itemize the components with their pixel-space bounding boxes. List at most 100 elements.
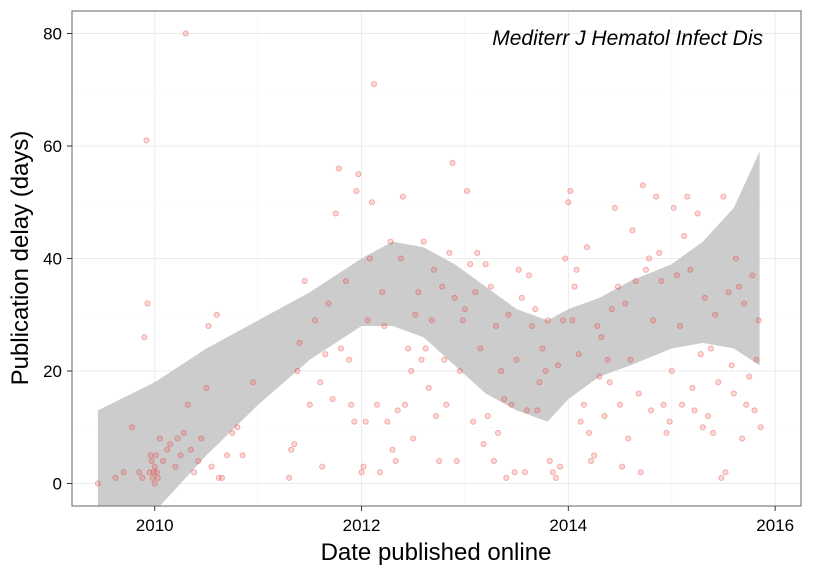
y-tick-label: 0 <box>53 475 62 494</box>
data-point <box>368 199 375 206</box>
data-point <box>569 317 576 324</box>
y-tick-label: 20 <box>43 362 62 381</box>
data-point <box>151 463 158 470</box>
data-point <box>501 396 508 403</box>
data-point <box>234 424 241 431</box>
data-point <box>557 463 564 470</box>
data-point <box>562 255 569 262</box>
data-point <box>467 261 474 268</box>
data-point <box>148 457 155 464</box>
data-point <box>477 345 484 352</box>
data-point <box>208 463 215 470</box>
data-point <box>120 469 127 476</box>
data-point <box>149 474 156 481</box>
data-point <box>154 474 161 481</box>
data-point <box>329 396 336 403</box>
data-point <box>532 306 539 313</box>
data-point <box>580 401 587 408</box>
data-point <box>615 283 622 290</box>
data-point <box>410 435 417 442</box>
x-tick-label: 2012 <box>343 516 381 535</box>
data-point <box>482 261 489 268</box>
data-point <box>370 81 377 88</box>
data-point <box>606 379 613 386</box>
data-point <box>739 435 746 442</box>
data-point <box>205 322 212 329</box>
data-point <box>172 463 179 470</box>
data-point <box>389 446 396 453</box>
data-point <box>736 283 743 290</box>
data-point <box>725 289 732 296</box>
data-point <box>322 351 329 358</box>
data-point <box>694 210 701 217</box>
data-point <box>670 204 677 211</box>
data-point <box>348 401 355 408</box>
data-point <box>182 30 189 37</box>
data-point <box>596 373 603 380</box>
data-point <box>412 311 419 318</box>
data-point <box>151 480 158 487</box>
data-point <box>439 283 446 290</box>
data-point <box>484 412 491 419</box>
data-point <box>198 435 205 442</box>
data-point <box>164 446 171 453</box>
data-point <box>575 351 582 358</box>
chart-annotation: Mediterr J Hematol Infect Dis <box>492 27 763 50</box>
data-point <box>751 407 758 414</box>
data-point <box>521 469 528 476</box>
data-point <box>594 322 601 329</box>
data-point <box>646 255 653 262</box>
data-point <box>604 356 611 363</box>
data-point <box>526 272 533 279</box>
y-tick-label: 40 <box>43 250 62 269</box>
data-point <box>515 266 522 273</box>
data-point <box>573 266 580 273</box>
data-point <box>459 317 466 324</box>
data-point <box>195 457 202 464</box>
data-point <box>190 469 197 476</box>
data-point <box>684 193 691 200</box>
data-point <box>112 474 119 481</box>
data-point <box>648 407 655 414</box>
data-point <box>436 457 443 464</box>
data-point <box>560 317 567 324</box>
data-point <box>518 294 525 301</box>
data-point <box>415 289 422 296</box>
data-point <box>639 182 646 189</box>
data-point <box>381 322 388 329</box>
data-point <box>174 435 181 442</box>
data-point <box>94 480 101 487</box>
data-point <box>311 317 318 324</box>
data-point <box>355 171 362 178</box>
data-point <box>325 300 332 307</box>
data-point <box>666 418 673 425</box>
data-point <box>513 356 520 363</box>
confidence-band <box>97 151 760 506</box>
data-point <box>660 401 667 408</box>
data-point <box>544 317 551 324</box>
data-point <box>637 469 644 476</box>
data-point <box>430 266 437 273</box>
data-point <box>177 452 184 459</box>
data-point <box>180 429 187 436</box>
data-point <box>598 334 605 341</box>
data-point <box>642 266 649 273</box>
data-point <box>203 384 210 391</box>
data-point <box>418 356 425 363</box>
data-point <box>229 429 236 436</box>
data-point <box>565 199 572 206</box>
data-point <box>571 283 578 290</box>
data-point <box>317 379 324 386</box>
data-point <box>632 277 639 284</box>
data-point <box>663 429 670 436</box>
data-point <box>679 401 686 408</box>
data-point <box>749 272 756 279</box>
data-point <box>152 452 159 459</box>
axes: 2010 2012 2014 2016 0 20 40 60 80 <box>43 25 794 536</box>
data-point <box>715 379 722 386</box>
data-point <box>153 469 160 476</box>
data-point <box>552 474 559 481</box>
data-point <box>687 266 694 273</box>
data-point <box>508 401 515 408</box>
data-point <box>653 193 660 200</box>
